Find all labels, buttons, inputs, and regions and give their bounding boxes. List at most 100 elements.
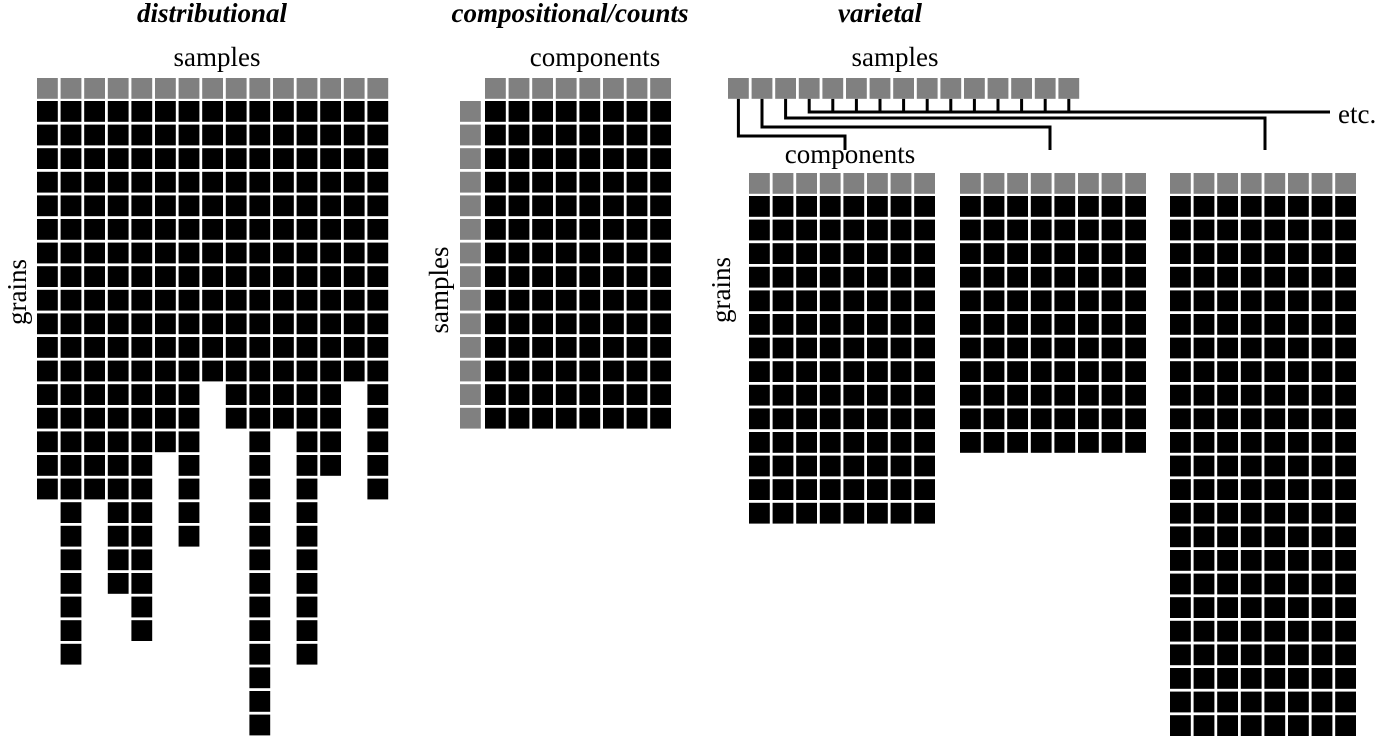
sample-header-cell [460, 266, 481, 287]
grain-component-cell [1078, 432, 1099, 453]
grain-component-cell [1311, 502, 1333, 524]
grain-component-cell [1217, 337, 1238, 359]
grain-component-cell [890, 243, 912, 264]
grain-cell [273, 384, 294, 405]
var-components-label: components [785, 139, 915, 169]
grain-component-cell [796, 455, 817, 477]
grain-component-cell [1311, 526, 1333, 548]
grain-cell [84, 195, 105, 217]
count-cell [579, 266, 601, 287]
grain-component-cell [1288, 337, 1309, 359]
grain-component-cell [890, 479, 912, 500]
grain-cell [107, 525, 129, 547]
grain-component-cell [1078, 290, 1099, 312]
count-cell [508, 313, 530, 335]
grain-component-cell [772, 479, 794, 500]
grain-component-cell [1030, 266, 1052, 288]
grain-component-cell [1264, 337, 1286, 359]
grain-component-cell [749, 408, 770, 430]
grain-component-cell [1240, 432, 1262, 453]
grain-component-cell [1217, 573, 1238, 595]
grain-cell [84, 219, 105, 240]
grain-component-cell [914, 243, 935, 264]
grain-cell [131, 195, 153, 217]
grain-component-cell [749, 243, 770, 264]
grain-cell [84, 360, 105, 382]
count-cell [485, 384, 506, 405]
sample-header-cell [775, 78, 796, 99]
grain-component-cell [1170, 644, 1191, 666]
sample-header-cell [178, 78, 200, 99]
grain-cell [202, 171, 223, 193]
grain-cell [249, 431, 271, 453]
grain-component-cell [1170, 243, 1191, 264]
grain-cell [367, 313, 389, 335]
grain-component-cell [1264, 266, 1286, 288]
grain-component-cell [1170, 266, 1191, 288]
grain-cell [155, 266, 176, 287]
count-cell [603, 384, 624, 405]
grain-component-cell [1125, 266, 1146, 288]
grain-cell [249, 266, 271, 287]
grain-component-cell [819, 479, 841, 500]
grain-cell [202, 124, 223, 146]
grain-cell [107, 573, 129, 594]
grain-component-cell [1288, 361, 1309, 382]
grain-component-cell [867, 314, 888, 335]
grain-component-cell [1264, 502, 1286, 524]
grain-cell [320, 148, 341, 169]
grain-cell [249, 549, 271, 571]
component-header-cell [1240, 173, 1262, 194]
grain-component-cell [1193, 620, 1215, 642]
grain-cell [178, 124, 200, 146]
count-cell [508, 242, 530, 264]
grain-component-cell [1030, 337, 1052, 359]
grain-component-cell [1193, 668, 1215, 689]
grain-component-cell [914, 314, 935, 335]
grain-component-cell [1007, 337, 1028, 359]
grain-cell [37, 124, 58, 146]
count-cell [579, 219, 601, 240]
grain-cell [37, 337, 58, 358]
grain-component-cell [1193, 196, 1215, 217]
grain-cell [273, 360, 294, 382]
grain-cell [131, 573, 153, 594]
component-header-cell [626, 78, 648, 99]
title-distributional: distributional [137, 0, 288, 28]
count-cell [603, 266, 624, 287]
grain-component-cell [843, 384, 865, 406]
grain-component-cell [843, 361, 865, 382]
component-header-cell [579, 78, 601, 99]
grain-cell [296, 620, 318, 641]
grain-component-cell [867, 502, 888, 524]
grain-component-cell [1030, 408, 1052, 430]
grain-component-cell [749, 337, 770, 359]
grain-cell [249, 337, 271, 358]
grain-cell [320, 171, 341, 193]
grain-component-cell [960, 314, 981, 335]
grain-cell [273, 266, 294, 287]
component-header-cell [867, 173, 888, 194]
count-cell [508, 171, 530, 193]
component-header-cell [650, 78, 671, 99]
count-cell [555, 219, 577, 240]
grain-component-cell [1335, 573, 1356, 595]
grain-cell [84, 124, 105, 146]
sample-header-cell [460, 148, 481, 169]
grain-component-cell [1170, 573, 1191, 595]
grain-cell [178, 407, 200, 429]
grain-component-cell [1054, 314, 1076, 335]
grain-component-cell [890, 337, 912, 359]
grain-component-cell [1193, 502, 1215, 524]
grain-component-cell [1007, 432, 1028, 453]
grain-cell [60, 124, 82, 146]
count-cell [626, 195, 648, 217]
grain-cell [178, 242, 200, 264]
sample-header-cell [84, 78, 105, 99]
sample-header-cell [460, 219, 481, 240]
component-header-cell [890, 173, 912, 194]
grain-component-cell [1240, 479, 1262, 500]
grain-component-cell [983, 361, 1005, 382]
grain-component-cell [1288, 196, 1309, 217]
grain-component-cell [960, 432, 981, 453]
